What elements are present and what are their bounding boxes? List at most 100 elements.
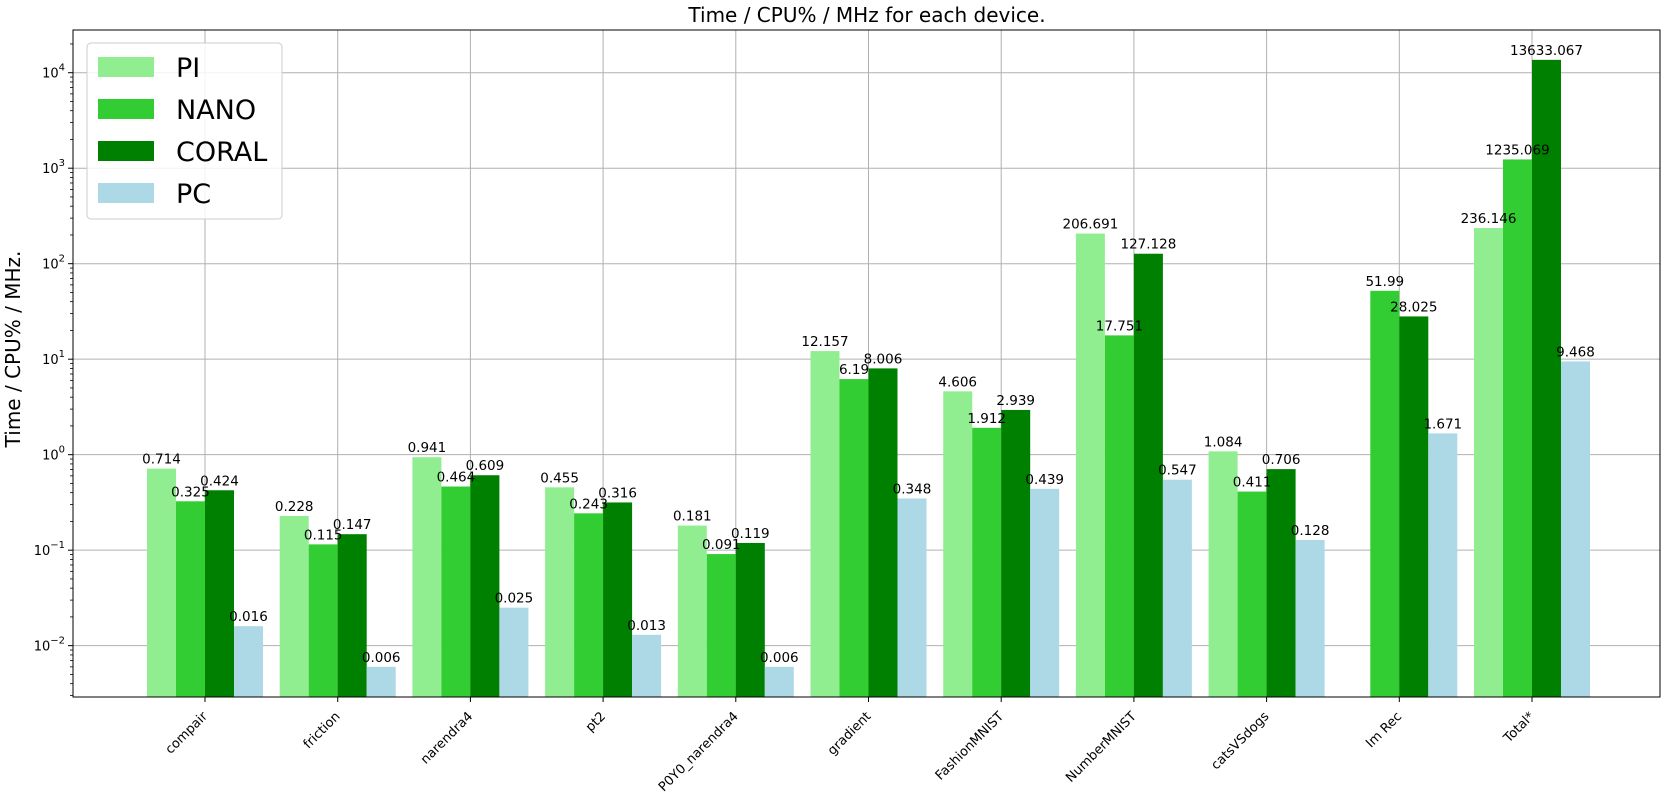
- y-axis-ticks: 10−2 10−1 100 101 102 103 104: [34, 43, 73, 696]
- bar-coral: [1001, 409, 1031, 697]
- data-label: 0.228: [275, 499, 314, 515]
- bar-pi: [1075, 233, 1105, 697]
- legend-box: [86, 42, 283, 220]
- legend-swatch: [98, 141, 154, 161]
- bar-pi: [279, 515, 309, 697]
- bar-nano: [1237, 491, 1267, 697]
- data-label: 0.439: [1025, 472, 1064, 488]
- bar-coral: [1399, 316, 1429, 697]
- data-labels: 0.714 0.228 0.941 0.455 0.181 12.157 4.606 206.…: [142, 43, 1595, 666]
- bar-pc: [764, 666, 794, 697]
- data-label: 0.006: [760, 650, 799, 666]
- bar-pc: [1162, 479, 1192, 697]
- y-tick-label: 100: [42, 445, 65, 464]
- bar-pc: [897, 498, 927, 697]
- bar-pc: [1428, 433, 1458, 697]
- data-label: 0.091: [702, 537, 741, 553]
- data-label: 0.119: [731, 526, 770, 542]
- x-tick-label: catsVSdogs: [1209, 709, 1273, 773]
- bar-pc: [632, 634, 662, 697]
- data-label: 9.468: [1556, 344, 1595, 360]
- data-label: 0.547: [1158, 463, 1197, 479]
- bar-nano: [1104, 335, 1134, 697]
- data-label: 236.146: [1461, 211, 1517, 227]
- bar-pi: [677, 525, 707, 697]
- data-label: 0.706: [1262, 452, 1301, 468]
- data-label: 17.751: [1096, 318, 1143, 334]
- bar-pc: [1030, 488, 1060, 697]
- bar-nano: [574, 513, 604, 697]
- data-label: 0.115: [304, 527, 343, 543]
- data-label: 0.941: [408, 440, 447, 456]
- x-tick-label: pt2: [583, 709, 609, 735]
- legend: PI NANO CORAL PC: [86, 42, 283, 220]
- bar-nano: [839, 379, 869, 697]
- data-label: 4.606: [938, 374, 977, 390]
- legend-label: NANO: [176, 95, 256, 126]
- bar-pi: [1208, 451, 1238, 697]
- bar-coral: [1266, 469, 1296, 697]
- data-label: 51.99: [1365, 274, 1404, 290]
- y-tick-label: 102: [42, 254, 65, 273]
- data-label: 0.609: [466, 458, 505, 474]
- legend-swatch: [98, 99, 154, 119]
- data-label: 0.025: [495, 591, 534, 607]
- data-label: 206.691: [1062, 217, 1118, 233]
- data-label: 13633.067: [1510, 43, 1583, 59]
- data-label: 0.128: [1291, 523, 1330, 539]
- legend-swatch: [98, 183, 154, 203]
- bar-nano: [441, 486, 471, 697]
- bar-pc: [499, 607, 529, 697]
- data-label: 0.147: [333, 517, 372, 533]
- legend-label: PC: [176, 179, 211, 210]
- y-axis-label: Time / CPU% / MHz.: [1, 251, 25, 449]
- bar-pi: [1474, 228, 1503, 697]
- bar-coral: [735, 542, 765, 697]
- x-tick-label: NumberMNIST: [1063, 709, 1140, 786]
- bar-pc: [1561, 361, 1590, 697]
- bar-coral: [1532, 59, 1561, 698]
- bar-nano: [706, 554, 736, 697]
- legend-label: CORAL: [176, 137, 267, 168]
- bar-nano: [176, 501, 205, 697]
- data-label: 2.939: [996, 393, 1035, 409]
- data-label: 127.128: [1120, 237, 1176, 253]
- legend-swatch: [98, 57, 154, 77]
- bar-nano: [308, 544, 338, 697]
- data-label: 1.912: [967, 411, 1006, 427]
- data-label: 6.19: [839, 362, 869, 378]
- y-tick-label: 101: [42, 349, 65, 368]
- data-label: 0.016: [229, 609, 268, 625]
- data-label: 0.424: [200, 473, 239, 489]
- bar-nano: [1503, 159, 1532, 698]
- x-tick-label: P0Y0_narendra4: [656, 709, 742, 795]
- y-tick-label: 104: [42, 63, 65, 82]
- x-tick-label: compair: [163, 709, 212, 758]
- x-tick-label: Im Rec: [1363, 709, 1405, 751]
- bar-pi: [147, 468, 176, 697]
- chart-title: Time / CPU% / MHz for each device.: [687, 3, 1045, 27]
- data-label: 28.025: [1390, 299, 1437, 315]
- bar-coral: [868, 368, 898, 697]
- data-label: 0.181: [673, 509, 712, 525]
- x-axis-ticks: compair friction narendra4 pt2 P0Y0_narendra…: [163, 697, 1538, 795]
- data-label: 0.243: [569, 496, 608, 512]
- bar-pc: [234, 626, 263, 697]
- data-label: 0.006: [362, 650, 401, 666]
- data-label: 12.157: [801, 334, 848, 350]
- data-label: 0.316: [598, 485, 637, 501]
- bar-pi: [943, 391, 973, 697]
- bar-pi: [412, 457, 442, 697]
- bar-pc: [366, 666, 396, 697]
- data-label: 1.084: [1204, 434, 1243, 450]
- data-label: 0.455: [540, 470, 579, 486]
- bar-coral: [470, 475, 500, 697]
- bar-pc: [1295, 539, 1325, 697]
- data-label: 0.348: [893, 481, 932, 497]
- data-label: 0.464: [437, 470, 476, 486]
- x-tick-label: Total*: [1500, 709, 1538, 747]
- data-label: 0.013: [627, 618, 666, 634]
- bar-pi: [810, 351, 840, 697]
- y-tick-label: 10−2: [34, 636, 65, 655]
- bar-coral: [337, 534, 367, 697]
